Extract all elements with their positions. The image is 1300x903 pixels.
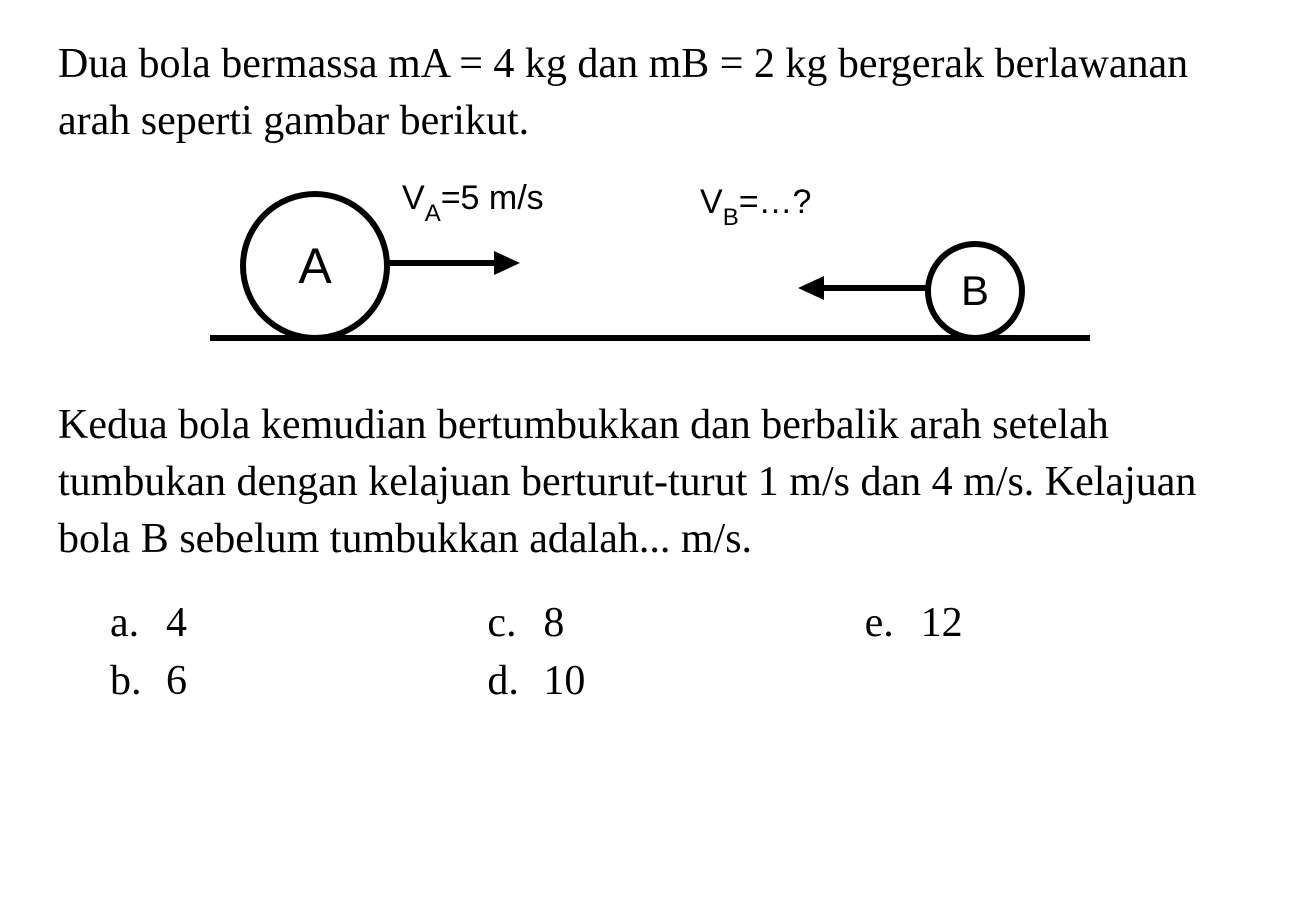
velocity-a-label: VA=5 m/s	[402, 179, 544, 224]
option-d-value: 10	[543, 657, 585, 705]
option-a[interactable]: a. 4	[110, 599, 487, 647]
option-b[interactable]: b. 6	[110, 657, 487, 705]
option-a-letter: a.	[110, 599, 166, 647]
ground-line	[210, 335, 1090, 341]
velocity-b-label: VB=…?	[700, 183, 811, 228]
ball-b-label: B	[961, 267, 989, 315]
vb-sub: B	[723, 204, 739, 231]
va-rest: =5 m/s	[441, 179, 544, 217]
option-e[interactable]: e. 12	[865, 599, 1242, 647]
option-d[interactable]: d. 10	[487, 657, 864, 705]
diagram-container: A VA=5 m/s VB=…? B	[58, 171, 1242, 371]
question-intro: Dua bola bermassa mA = 4 kg dan mB = 2 k…	[58, 36, 1242, 149]
arrow-b-left-icon	[820, 285, 928, 291]
ball-a-label: A	[298, 237, 331, 295]
ball-a: A	[240, 191, 390, 341]
va-sub: A	[425, 200, 441, 227]
options-grid: a. 4 c. 8 e. 12 b. 6 d. 10	[58, 599, 1242, 705]
option-c[interactable]: c. 8	[487, 599, 864, 647]
option-a-value: 4	[166, 599, 187, 647]
vb-rest: =…?	[739, 183, 812, 221]
collision-diagram: A VA=5 m/s VB=…? B	[210, 171, 1090, 371]
option-b-value: 6	[166, 657, 187, 705]
va-prefix: V	[402, 179, 425, 217]
ball-b: B	[925, 241, 1025, 341]
option-d-letter: d.	[487, 657, 543, 705]
option-e-value: 12	[921, 599, 963, 647]
arrow-a-right-icon	[388, 260, 498, 266]
option-e-letter: e.	[865, 599, 921, 647]
option-c-value: 8	[543, 599, 564, 647]
vb-prefix: V	[700, 183, 723, 221]
option-c-letter: c.	[487, 599, 543, 647]
question-followup: Kedua bola kemudian bertumbukkan dan ber…	[58, 397, 1242, 567]
option-b-letter: b.	[110, 657, 166, 705]
